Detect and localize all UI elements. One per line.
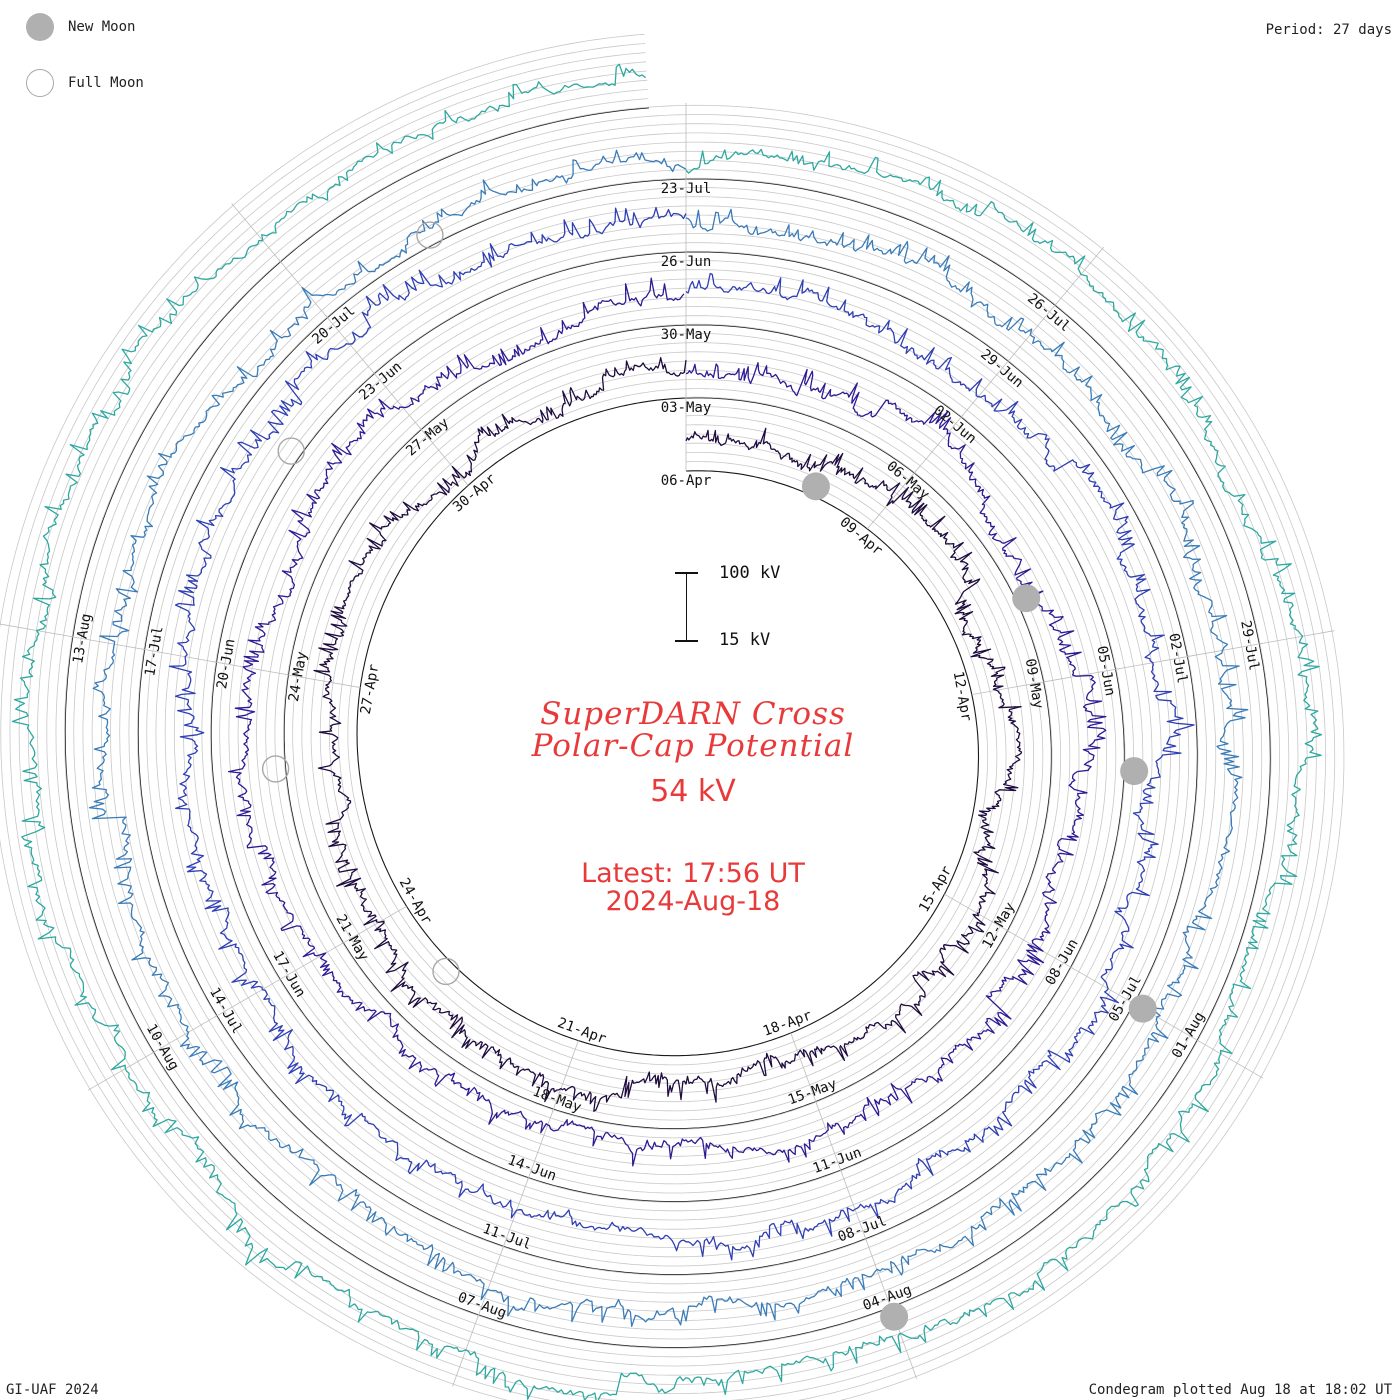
- new-moon-icon: [26, 13, 54, 41]
- period-label: Period: 27 days: [1265, 22, 1392, 38]
- date-spoke: [840, 1170, 868, 1242]
- legend-new-moon: New Moon: [26, 13, 135, 41]
- plotted-label: Condegram plotted Aug 18 at 18:02 UT: [1088, 1382, 1392, 1398]
- date-spoke: [913, 414, 964, 474]
- date-spoke: [502, 1177, 529, 1250]
- date-spoke: [1187, 642, 1263, 657]
- grid-ring: [28, 70, 1308, 1385]
- date-spoke: [150, 1015, 218, 1055]
- date-spoke: [419, 426, 469, 486]
- scale-top-label: 100 kV: [719, 563, 781, 583]
- date-spoke: [214, 978, 281, 1018]
- date-label: 26-Jun: [661, 254, 712, 270]
- date-spoke: [1070, 966, 1137, 1006]
- date-label: 13-Aug: [70, 612, 95, 665]
- potential-traces: [11, 63, 1323, 1400]
- date-spoke: [1259, 630, 1335, 645]
- date-label: 17-Jul: [142, 625, 167, 678]
- date-spoke: [1054, 246, 1105, 306]
- new-moon-marker: [1128, 994, 1157, 1023]
- grid-ring: [9, 52, 1326, 1400]
- latest-date: 2024-Aug-18: [605, 886, 781, 917]
- date-spoke: [865, 1238, 893, 1311]
- new-moon-marker: [801, 472, 830, 501]
- date-spoke: [340, 905, 407, 945]
- date-spoke: [1197, 1039, 1264, 1079]
- date-label: 30-May: [661, 327, 712, 343]
- chart-title-line2: Polar-Cap Potential: [531, 728, 855, 764]
- date-label: 02-Jul: [1165, 632, 1190, 685]
- date-spoke: [477, 1246, 504, 1318]
- date-spoke: [790, 1032, 818, 1105]
- rotation-trace: [168, 206, 1195, 1261]
- date-spoke: [1007, 302, 1058, 362]
- date-spoke: [971, 681, 1047, 695]
- date-spoke: [69, 635, 145, 650]
- rotation-trace: [88, 149, 1249, 1327]
- date-spoke: [372, 370, 422, 430]
- date-label: 27-May: [403, 415, 452, 460]
- date-label: 03-May: [661, 400, 712, 416]
- date-label: 08-Jun: [1043, 936, 1082, 988]
- moon-markers: [261, 221, 1157, 1331]
- latest-time: Latest: 17:56 UT: [581, 858, 805, 889]
- date-label: 01-Aug: [1169, 1009, 1208, 1061]
- legend-full-moon-label: Full Moon: [68, 75, 144, 91]
- scale-bar: [675, 572, 698, 642]
- date-label: 06-Apr: [661, 473, 712, 489]
- date-spoke: [213, 661, 289, 676]
- rotation-trace: [227, 277, 1107, 1167]
- full-moon-marker: [277, 437, 305, 465]
- date-spoke: [815, 1101, 843, 1174]
- scale-bottom-label: 15 kV: [719, 630, 771, 650]
- credit-label: GI-UAF 2024: [6, 1382, 99, 1398]
- date-spoke: [452, 1314, 479, 1387]
- legend-new-moon-label: New Moon: [68, 19, 136, 35]
- date-label: 20-Jun: [214, 638, 239, 691]
- chart-title-line1: SuperDARN Cross: [540, 696, 846, 732]
- date-spoke: [87, 1051, 154, 1091]
- new-moon-marker: [880, 1302, 909, 1331]
- grid-ring: [0, 43, 1336, 1400]
- date-label: 23-Jun: [356, 359, 405, 404]
- grid-ring: [37, 79, 1299, 1376]
- new-moon-marker: [1012, 584, 1041, 613]
- grid-ring: [0, 33, 1345, 1400]
- date-spoke: [285, 673, 361, 688]
- current-value: 54 kV: [650, 774, 736, 809]
- date-spoke: [552, 1040, 579, 1113]
- rotation-trace: [313, 357, 1023, 1112]
- date-label: 21-Apr: [555, 1015, 608, 1047]
- full-moon-icon: [26, 69, 54, 97]
- date-spoke: [231, 203, 281, 262]
- date-spoke: [867, 470, 917, 530]
- date-spoke: [0, 623, 73, 638]
- date-label: 20-Jul: [309, 303, 358, 348]
- date-label: 23-Jul: [661, 181, 712, 197]
- date-label: 24-May: [286, 650, 311, 703]
- date-spoke: [527, 1109, 554, 1181]
- full-moon-marker: [416, 221, 444, 249]
- full-moon-marker: [432, 957, 460, 986]
- date-spoke: [960, 358, 1011, 418]
- date-spoke: [141, 648, 217, 663]
- date-label: 09-Apr: [836, 514, 885, 559]
- date-label: 29-Jul: [1237, 619, 1262, 672]
- date-spoke: [277, 942, 344, 982]
- grid-ring: [55, 98, 1281, 1358]
- date-label: 05-Jun: [1093, 645, 1118, 698]
- legend-full-moon: Full Moon: [26, 69, 144, 97]
- grid-ring: [46, 89, 1290, 1367]
- rotation-trace: [11, 63, 1323, 1400]
- full-moon-marker: [261, 755, 290, 783]
- new-moon-marker: [1120, 757, 1149, 786]
- zero-ring: [64, 107, 1271, 1349]
